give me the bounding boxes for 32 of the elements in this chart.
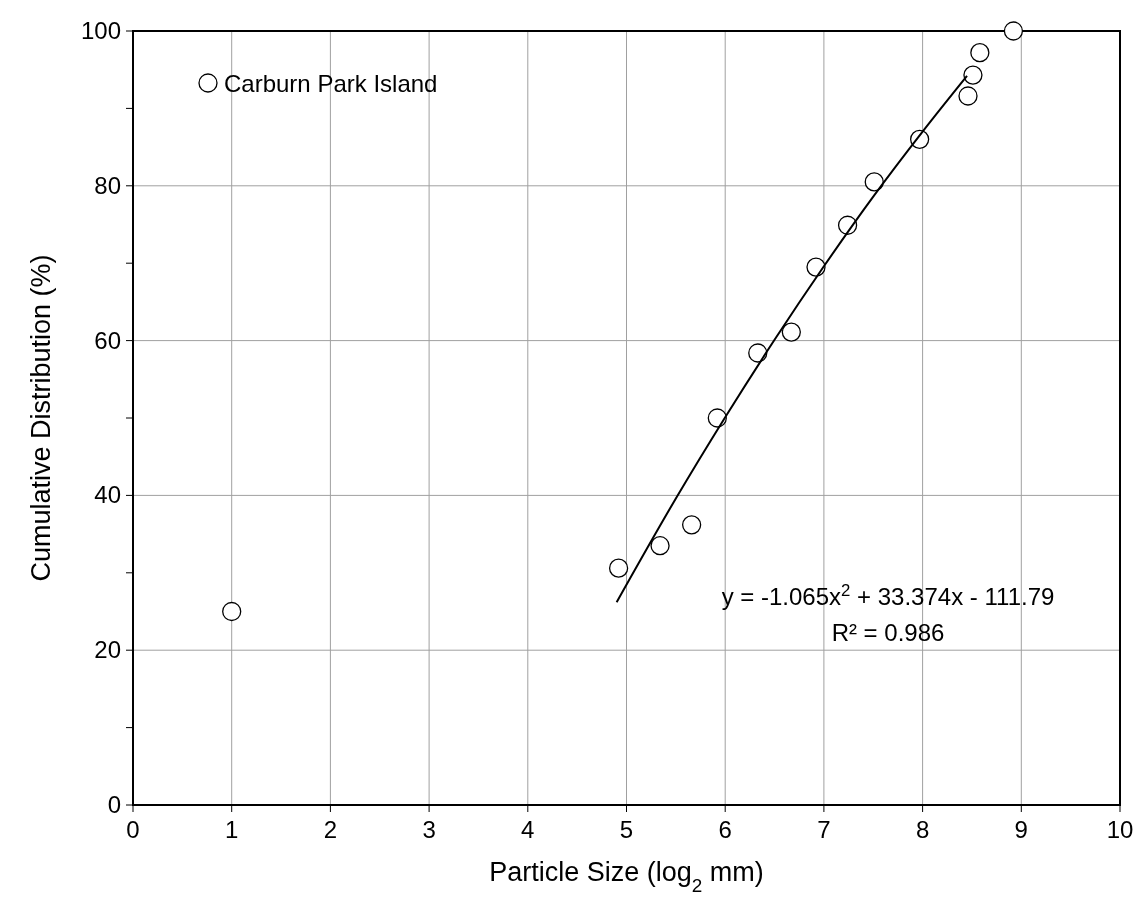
- point: [963, 65, 983, 85]
- x-tick-label: 7: [817, 816, 831, 843]
- point: [222, 601, 242, 622]
- y-axis-title: Cumulative Distribution (%): [26, 254, 56, 582]
- x-tick-label: 6: [718, 816, 732, 843]
- x-tick-label: 3: [422, 816, 436, 843]
- point: [608, 558, 629, 578]
- y-tick-label: 20: [94, 636, 121, 664]
- x-tick-label: 2: [323, 816, 338, 843]
- x-tick-label: 4: [521, 816, 535, 843]
- point: [864, 172, 884, 192]
- point: [970, 43, 990, 63]
- x-tick-label: 10: [1106, 816, 1134, 843]
- x-tick-label: 5: [619, 816, 634, 843]
- legend-label: Carburn Park Island: [224, 70, 438, 97]
- y-tick-label: 0: [107, 791, 121, 818]
- point: [681, 515, 702, 535]
- annotation: R² = 0.986: [831, 619, 945, 646]
- annotation: y = -1.065x$^{2}$ + 33.374x - 111.79: [721, 580, 1055, 610]
- y-tick-label: 80: [94, 171, 121, 199]
- x-tick-label: 0: [126, 816, 140, 843]
- y-tick-label: 40: [94, 481, 121, 509]
- x-tick-label: 9: [1014, 816, 1028, 843]
- point: [1003, 21, 1024, 41]
- y-tick-label: 100: [80, 17, 121, 44]
- y-tick-label: 60: [94, 326, 121, 354]
- x-tick-label: 8: [915, 816, 930, 843]
- point: [650, 536, 670, 556]
- x-tick-label: 1: [225, 816, 239, 843]
- point: [781, 322, 801, 342]
- x-axis-title: Particle Size (log$_{2}$ mm): [489, 857, 764, 896]
- point: [958, 86, 978, 106]
